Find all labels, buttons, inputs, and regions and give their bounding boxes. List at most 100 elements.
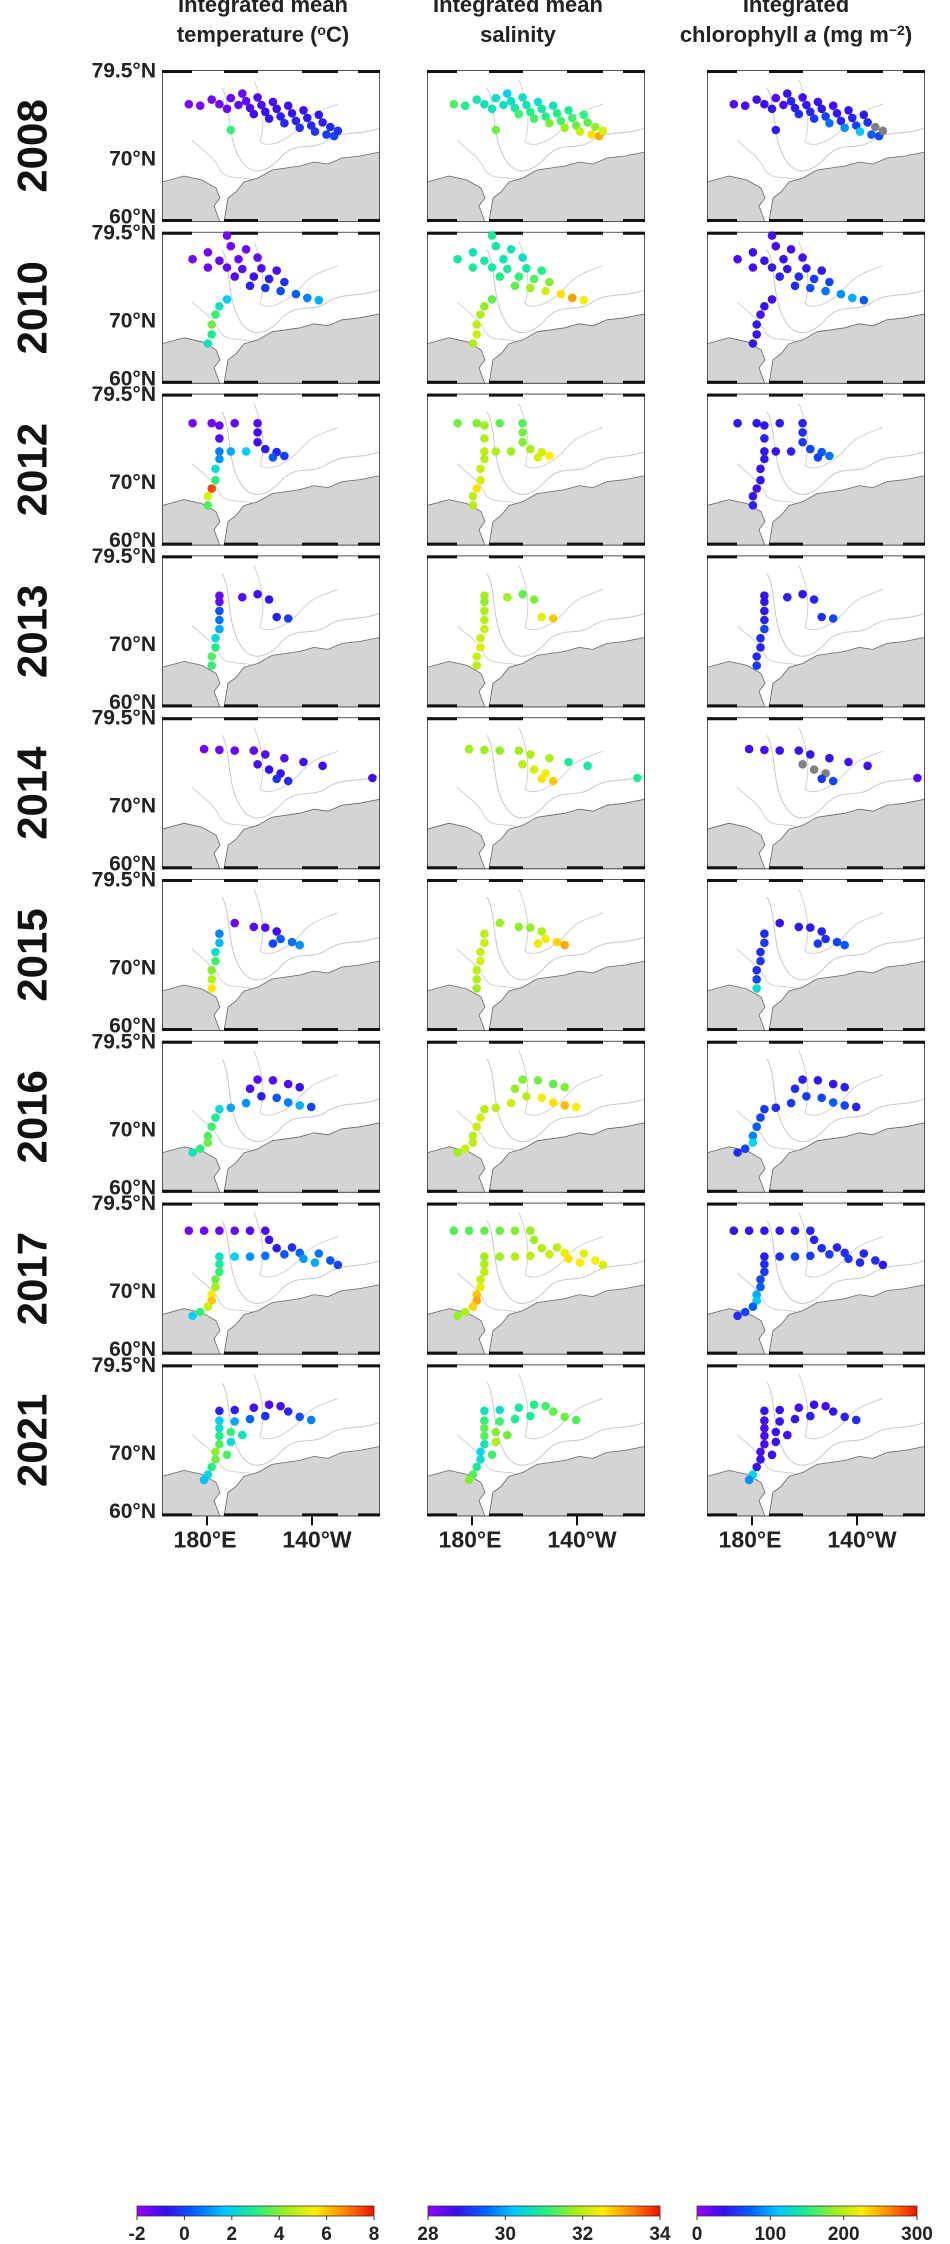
map-layer <box>707 888 925 1031</box>
year-label-2010: 2010 <box>9 261 56 354</box>
station-point <box>817 104 826 114</box>
colorbar-tick-label: 28 <box>417 2224 438 2244</box>
station-point <box>832 937 842 947</box>
lon-label-140w: 140°W <box>282 1526 352 1552</box>
lon-label-140w: 140°W <box>547 1526 617 1552</box>
bathymetry-contour <box>456 139 524 183</box>
station-point <box>533 939 543 948</box>
lat-label-60n: 60°N <box>109 1176 156 1199</box>
station-point <box>526 283 535 293</box>
map-panel-2013-salinity <box>427 555 645 708</box>
station-point <box>863 761 872 771</box>
station-point <box>828 776 838 786</box>
colorbar-tick-label: 30 <box>495 2224 516 2244</box>
map-layer <box>707 1050 925 1193</box>
station-point <box>480 624 489 634</box>
map-panel-2016-chlorophyll <box>707 1040 925 1193</box>
station-point <box>806 444 815 454</box>
station-point <box>249 272 259 281</box>
station-point <box>491 1103 501 1112</box>
station-point <box>518 589 527 599</box>
station-point <box>526 107 535 117</box>
station-point <box>211 956 220 966</box>
station-point <box>249 922 259 932</box>
station-point <box>740 1144 750 1153</box>
column-title-temperature-line2: temperature (oC) <box>177 22 349 47</box>
station-point <box>809 114 819 123</box>
station-point <box>460 1144 470 1153</box>
station-point <box>476 633 485 643</box>
station-point <box>472 484 481 493</box>
station-point <box>476 1455 485 1464</box>
station-point <box>215 421 224 430</box>
year-label-2021: 2021 <box>9 1394 56 1487</box>
station-point <box>794 922 804 932</box>
land-alaska <box>768 313 925 384</box>
column-title-salinity-line1: Integrated mean <box>433 0 603 17</box>
land-siberia <box>162 499 221 546</box>
map-panel-2010-temperature <box>162 231 380 384</box>
station-point <box>495 1226 504 1235</box>
bathymetry-contour <box>253 565 339 631</box>
colorbar-tick-label: 0 <box>179 2224 190 2244</box>
station-point <box>545 451 554 461</box>
station-point <box>276 286 285 296</box>
station-point <box>215 256 224 265</box>
station-point <box>760 1104 769 1114</box>
station-point <box>752 1462 761 1472</box>
station-point <box>537 266 546 275</box>
station-point <box>460 1307 470 1317</box>
station-point <box>480 434 489 443</box>
year-label-2015: 2015 <box>9 908 56 1001</box>
station-point <box>264 1400 274 1409</box>
colorbar-chlorophyll: 0 100 200 300 <box>692 2205 933 2244</box>
station-point <box>756 947 765 957</box>
station-point <box>541 1401 550 1411</box>
station-point <box>529 765 539 774</box>
station-point <box>786 447 796 456</box>
panel-border <box>427 70 645 222</box>
colorbar-tick-label: 6 <box>321 2224 332 2244</box>
lat-label-79-5n: 79.5°N <box>92 707 156 730</box>
station-point <box>188 254 197 264</box>
station-point <box>752 975 761 984</box>
bathymetry-contour <box>191 139 259 183</box>
station-point <box>295 940 304 950</box>
station-point <box>491 125 501 135</box>
bathymetry-contour <box>766 573 925 657</box>
station-point <box>234 254 243 264</box>
station-point <box>468 263 478 272</box>
station-point <box>203 263 213 272</box>
station-point <box>195 101 205 110</box>
station-point <box>503 592 512 602</box>
station-point <box>598 1260 608 1270</box>
station-point <box>733 254 742 264</box>
station-point <box>859 110 869 120</box>
land-siberia <box>427 1308 486 1355</box>
map-layer <box>162 403 380 546</box>
lat-label-79-5n: 79.5°N <box>92 545 156 568</box>
station-point <box>767 263 777 272</box>
station-point <box>560 1082 569 1092</box>
station-point <box>203 248 213 257</box>
station-point <box>476 310 485 319</box>
station-point <box>821 1401 830 1411</box>
station-point <box>476 475 485 485</box>
station-point <box>733 1148 742 1157</box>
station-point <box>794 272 804 281</box>
land-siberia <box>427 822 486 870</box>
bathymetry-contour <box>221 249 380 334</box>
bathymetry-contour <box>736 1110 804 1154</box>
station-point <box>913 773 922 783</box>
map-panel-2008-temperature <box>162 70 380 222</box>
station-point <box>510 1252 520 1261</box>
station-point <box>752 418 761 428</box>
colorbar-tick-label: 200 <box>828 2224 860 2244</box>
panel-border <box>427 555 645 708</box>
station-point <box>226 1427 236 1437</box>
station-point <box>522 264 531 273</box>
map-panel-2008-salinity <box>427 70 645 222</box>
station-point <box>809 1400 819 1409</box>
bathymetry-contour <box>253 1374 339 1440</box>
colorbar-tick-label: 32 <box>572 2224 593 2244</box>
